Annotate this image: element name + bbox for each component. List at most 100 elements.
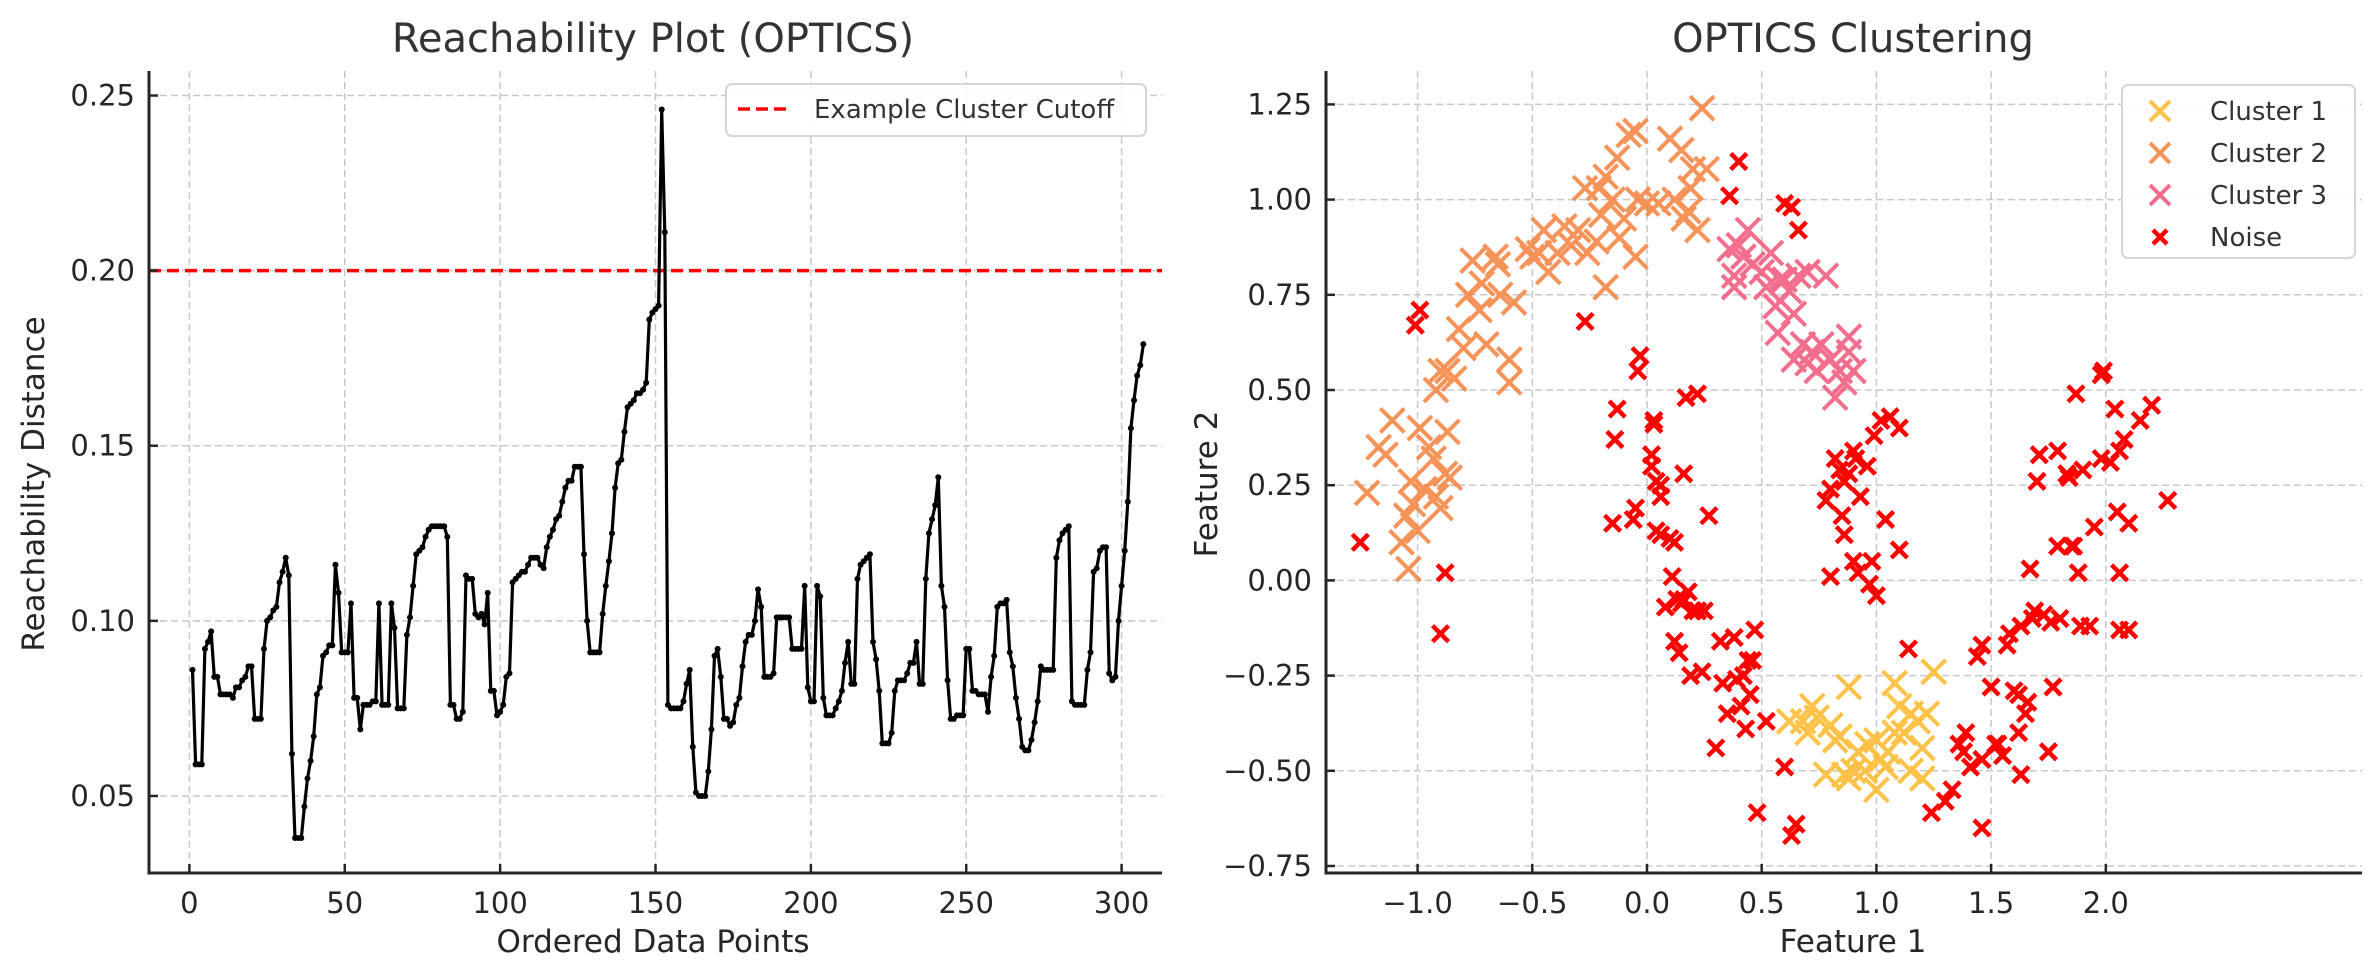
- marker-stroke: [2084, 517, 2104, 537]
- marker-stroke: [1644, 414, 1664, 434]
- data-point: [913, 638, 920, 645]
- y-tick-label: 1.25: [1247, 87, 1312, 121]
- marker-stroke: [1956, 723, 1976, 743]
- data-point: [801, 582, 808, 589]
- data-point: [323, 649, 330, 656]
- marker-stroke: [1592, 273, 1620, 301]
- data-point: [288, 750, 295, 757]
- data-point: [755, 586, 762, 593]
- left-legend-box: [725, 83, 1147, 137]
- marker-stroke: [1575, 311, 1595, 332]
- scatter-point: [1956, 723, 1976, 743]
- data-point: [988, 673, 995, 680]
- marker-stroke: [1633, 189, 1661, 217]
- data-point: [301, 803, 308, 810]
- marker-stroke: [1862, 551, 1882, 571]
- marker-stroke: [1942, 780, 1962, 800]
- scatter-point: [1353, 479, 1381, 507]
- scatter-point: [1857, 456, 1877, 476]
- data-point: [1118, 582, 1125, 589]
- scatter-point: [2114, 429, 2134, 450]
- scatter-point: [1816, 490, 1836, 511]
- scatter-point: [1897, 757, 1925, 785]
- scatter-point: [1784, 262, 1812, 290]
- marker-stroke: [2020, 559, 2040, 579]
- marker-stroke: [1661, 186, 1688, 214]
- data-point: [357, 726, 364, 733]
- marker-stroke: [1434, 418, 1461, 446]
- data-point: [925, 530, 932, 537]
- marker-stroke: [2050, 608, 2070, 629]
- marker-stroke: [1482, 243, 1510, 271]
- marker-stroke: [1821, 384, 1849, 412]
- marker-stroke: [1843, 441, 1864, 461]
- right-y-axis-label: Feature 2: [1189, 411, 1225, 558]
- scatter-point: [2048, 441, 2068, 461]
- scatter-point: [1687, 601, 1708, 621]
- data-point: [646, 316, 653, 323]
- reachability-series: [189, 106, 1147, 841]
- y-tick-label: 1.00: [1247, 183, 1312, 217]
- marker-stroke: [2109, 563, 2130, 583]
- marker-stroke: [1786, 814, 1806, 834]
- scatter-point: [1745, 620, 1765, 640]
- data-point: [944, 677, 951, 684]
- marker-stroke: [1720, 262, 1748, 290]
- scatter-point: [1678, 582, 1698, 602]
- scatter-point: [1850, 487, 1870, 507]
- scatter-point: [1699, 506, 1719, 526]
- x-tick-label: 2.0: [2083, 886, 2129, 920]
- scatter-point: [1644, 410, 1664, 431]
- scatter-point: [1610, 205, 1638, 233]
- right-axes: −1.0 −0.5 0.0 0.5 1.0 1.5 2.0 −0.75 −0.50 −0.25 0.…: [1223, 71, 2362, 920]
- scatter-point: [1655, 597, 1675, 617]
- data-point: [1112, 673, 1119, 680]
- scatter-point: [1405, 315, 1425, 335]
- marker-stroke: [1832, 506, 1852, 526]
- scatter-point: [1645, 189, 1672, 217]
- marker-stroke: [1415, 433, 1443, 461]
- scatter-point: [1615, 121, 1643, 149]
- scatter-point: [1720, 273, 1748, 301]
- data-point: [559, 498, 566, 505]
- scatter-point: [1981, 677, 2001, 697]
- scatter-point: [1667, 136, 1695, 164]
- data-point: [260, 645, 267, 652]
- marker-stroke: [2073, 460, 2093, 480]
- marker-stroke: [1820, 479, 1841, 499]
- marker-stroke: [1889, 418, 1909, 438]
- scatter-point: [1935, 791, 1955, 811]
- scatter-point: [1898, 639, 1919, 659]
- data-point: [481, 621, 488, 628]
- x-tick-label: 100: [472, 886, 527, 920]
- data-point: [677, 705, 684, 712]
- data-point: [1016, 715, 1023, 722]
- marker-stroke: [1835, 765, 1863, 792]
- data-point: [798, 645, 805, 652]
- data-point: [686, 666, 693, 673]
- data-point: [935, 474, 942, 481]
- scatter-point: [1651, 475, 1671, 495]
- scatter-point: [1780, 346, 1808, 373]
- data-point: [835, 698, 842, 705]
- data-point: [267, 614, 274, 621]
- marker-stroke: [1826, 723, 1854, 750]
- marker-stroke: [2027, 471, 2047, 491]
- data-point: [612, 484, 619, 491]
- data-point: [540, 565, 547, 572]
- marker-stroke: [1603, 144, 1631, 172]
- marker-stroke: [1781, 825, 1802, 846]
- marker-stroke: [1953, 742, 1974, 762]
- data-point: [375, 600, 382, 607]
- data-point: [1084, 666, 1091, 673]
- data-point: [596, 649, 603, 656]
- data-point: [456, 715, 463, 722]
- data-point: [1131, 397, 1138, 404]
- data-point: [655, 302, 662, 309]
- marker-stroke: [1853, 730, 1881, 758]
- scatter-point: [1674, 464, 1694, 484]
- marker-stroke: [1781, 197, 1802, 217]
- scatter-point: [1625, 498, 1646, 518]
- marker-stroke: [1843, 551, 1864, 571]
